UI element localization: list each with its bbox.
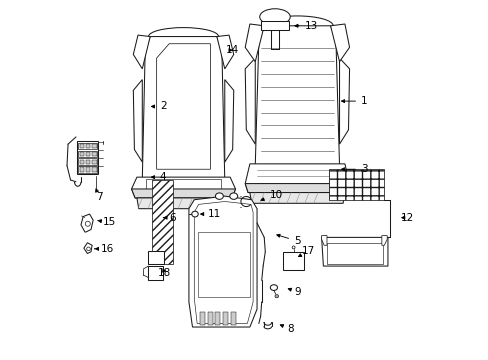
Bar bbox=[223, 312, 228, 325]
Polygon shape bbox=[244, 58, 255, 144]
Polygon shape bbox=[244, 24, 264, 62]
Ellipse shape bbox=[274, 294, 278, 298]
Polygon shape bbox=[224, 80, 233, 162]
Polygon shape bbox=[330, 24, 349, 62]
Polygon shape bbox=[381, 235, 386, 245]
Text: 18: 18 bbox=[158, 267, 171, 278]
Bar bbox=[199, 312, 204, 325]
Bar bbox=[78, 166, 97, 173]
Polygon shape bbox=[131, 177, 235, 198]
Text: 10: 10 bbox=[261, 190, 282, 201]
Text: 7: 7 bbox=[95, 189, 102, 202]
Polygon shape bbox=[217, 35, 233, 69]
Bar bbox=[80, 167, 83, 172]
Bar bbox=[77, 140, 98, 174]
Bar bbox=[78, 150, 97, 157]
Bar bbox=[78, 158, 97, 165]
Text: 15: 15 bbox=[98, 217, 116, 227]
Bar bbox=[80, 144, 83, 148]
Bar bbox=[231, 312, 236, 325]
Text: 3: 3 bbox=[341, 164, 367, 174]
Polygon shape bbox=[321, 237, 387, 266]
Bar bbox=[86, 167, 90, 172]
Polygon shape bbox=[133, 80, 142, 162]
Bar bbox=[86, 152, 90, 156]
Text: 12: 12 bbox=[400, 213, 413, 222]
Ellipse shape bbox=[86, 247, 90, 251]
Text: 9: 9 bbox=[288, 287, 301, 297]
Text: 5: 5 bbox=[276, 234, 300, 246]
Bar bbox=[80, 152, 83, 156]
Polygon shape bbox=[145, 179, 221, 196]
Ellipse shape bbox=[292, 246, 294, 249]
Bar bbox=[92, 167, 97, 172]
Polygon shape bbox=[255, 26, 339, 166]
Ellipse shape bbox=[191, 211, 198, 217]
Bar bbox=[215, 312, 220, 325]
Polygon shape bbox=[131, 189, 235, 198]
Bar bbox=[92, 144, 97, 148]
Ellipse shape bbox=[85, 221, 90, 226]
Bar bbox=[80, 159, 83, 164]
Polygon shape bbox=[156, 44, 210, 169]
Text: 11: 11 bbox=[200, 209, 221, 219]
Bar bbox=[326, 243, 382, 264]
Polygon shape bbox=[188, 196, 257, 327]
Text: 6: 6 bbox=[163, 213, 176, 222]
Text: 17: 17 bbox=[298, 246, 314, 257]
Polygon shape bbox=[142, 37, 224, 180]
Polygon shape bbox=[244, 164, 349, 193]
Bar bbox=[78, 143, 97, 149]
Text: 13: 13 bbox=[294, 21, 317, 31]
Text: 4: 4 bbox=[151, 172, 165, 182]
Bar bbox=[92, 159, 97, 164]
Polygon shape bbox=[339, 58, 349, 144]
Bar bbox=[328, 169, 384, 200]
Polygon shape bbox=[137, 198, 230, 209]
Bar bbox=[92, 152, 97, 156]
Polygon shape bbox=[81, 214, 93, 232]
Text: 1: 1 bbox=[341, 96, 367, 106]
Polygon shape bbox=[194, 202, 253, 323]
Bar bbox=[148, 266, 163, 280]
Ellipse shape bbox=[259, 9, 290, 25]
Polygon shape bbox=[249, 193, 344, 203]
Text: 14: 14 bbox=[225, 45, 239, 55]
Ellipse shape bbox=[215, 193, 223, 199]
Bar bbox=[86, 144, 90, 148]
Ellipse shape bbox=[270, 285, 277, 291]
Bar bbox=[152, 180, 173, 264]
Bar bbox=[283, 252, 304, 270]
Text: 8: 8 bbox=[280, 324, 293, 334]
Polygon shape bbox=[321, 235, 326, 245]
Bar bbox=[198, 232, 249, 297]
Bar bbox=[261, 22, 288, 31]
Bar bbox=[207, 312, 212, 325]
Polygon shape bbox=[244, 184, 349, 193]
Polygon shape bbox=[83, 243, 92, 253]
Text: 2: 2 bbox=[151, 102, 166, 112]
Bar bbox=[86, 159, 90, 164]
Polygon shape bbox=[133, 35, 150, 69]
Ellipse shape bbox=[229, 193, 237, 199]
Bar bbox=[147, 251, 163, 264]
Text: 16: 16 bbox=[95, 244, 113, 254]
